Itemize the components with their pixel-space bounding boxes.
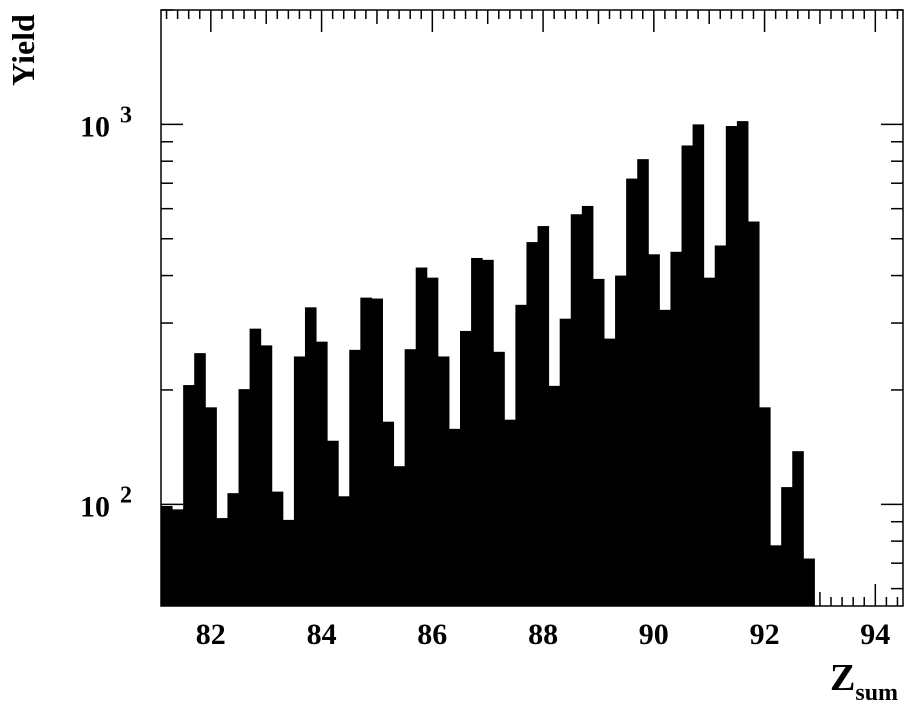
x-tick-label: 90 (639, 618, 669, 651)
x-tick-labels: 82 84 86 88 90 92 94 (196, 618, 890, 651)
histogram-bar (570, 214, 583, 606)
histogram-bar (271, 491, 284, 606)
histogram-bar (603, 338, 616, 606)
histogram-bar (493, 351, 505, 606)
y-tick-label: 10 3 (80, 102, 132, 143)
y-tick-label: 10 2 (80, 482, 132, 523)
histogram-bar (426, 277, 439, 606)
y-axis-label: Yield (5, 14, 41, 86)
x-axis-label: Zsum (830, 657, 898, 705)
x-tick-label: 84 (307, 618, 337, 651)
histogram-bar (803, 558, 815, 606)
histogram-bar (282, 519, 295, 606)
histogram-bar (471, 257, 483, 606)
histogram-bar (448, 428, 461, 606)
histogram-bar (382, 421, 395, 606)
histogram-bar (437, 356, 450, 606)
histogram-bar (759, 407, 771, 606)
histogram-bar (172, 509, 184, 606)
histogram-bar (349, 349, 361, 606)
histogram-bar (770, 545, 782, 606)
histogram-bar (194, 353, 206, 606)
histogram-bar (338, 496, 350, 606)
histogram-bar (681, 145, 694, 606)
histogram-bars (161, 121, 815, 607)
histogram-bar (393, 466, 406, 606)
histogram-bar (792, 451, 804, 606)
histogram-bar (703, 277, 716, 606)
histogram-bar (161, 505, 173, 606)
histogram-bar (316, 341, 328, 606)
histogram-bar (692, 124, 705, 606)
histogram-bar (482, 259, 494, 606)
histogram-bar (548, 385, 561, 606)
histogram-bar (327, 440, 339, 606)
histogram-bar (626, 178, 638, 606)
histogram-bar (559, 318, 572, 606)
x-tick-label: 82 (196, 618, 226, 651)
x-tick-label: 92 (750, 618, 780, 651)
histogram-bar (238, 389, 251, 606)
histogram-bar (736, 121, 749, 607)
histogram-bar (227, 493, 240, 606)
histogram-bar (526, 242, 539, 606)
histogram-bar (293, 356, 306, 606)
histogram-bar (205, 407, 217, 606)
histogram-bar (581, 205, 594, 606)
histogram-bar (249, 328, 262, 606)
histogram-bar (404, 349, 417, 606)
histogram-bar (216, 518, 228, 606)
histogram-bar (714, 245, 727, 607)
histogram-bar (415, 267, 428, 606)
x-tick-label: 88 (528, 618, 558, 651)
histogram-bar (260, 345, 273, 606)
histogram-bar (747, 221, 760, 606)
x-tick-label: 86 (417, 618, 447, 651)
histogram-bar (183, 385, 195, 606)
histogram-bar (659, 309, 671, 606)
histogram-bar (304, 307, 317, 606)
x-tick-label: 94 (860, 618, 890, 651)
histogram-bar (670, 251, 682, 607)
histogram-bar (504, 419, 516, 606)
histogram-bar (725, 126, 738, 606)
histogram-bar (592, 278, 605, 606)
x-axis-label-sub: sum (855, 680, 898, 705)
histogram-bar (648, 254, 660, 606)
histogram-bar (537, 226, 550, 607)
x-axis-label-main: Z (830, 657, 855, 699)
histogram-bar (781, 487, 793, 606)
histogram-bar (615, 275, 627, 606)
histogram-bar (515, 304, 527, 606)
histogram-bar (637, 159, 649, 606)
histogram-bar (371, 298, 383, 606)
axis-ticks (161, 9, 903, 606)
histogram-bar (460, 330, 472, 606)
histogram-bar (360, 297, 372, 606)
